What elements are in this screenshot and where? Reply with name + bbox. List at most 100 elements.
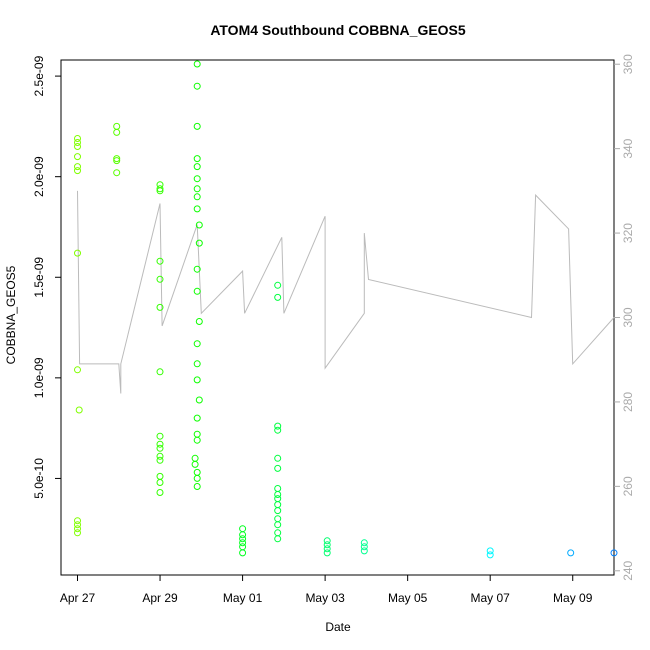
secondary-series-line (77, 190, 615, 394)
data-point-21 (156, 257, 164, 265)
data-point-63 (239, 543, 247, 551)
data-point-89 (567, 549, 575, 557)
data-point-80 (323, 537, 331, 545)
y-tick-label-0: 5.0e-10 (32, 458, 46, 499)
data-point-90 (610, 549, 618, 557)
data-point-35 (193, 122, 201, 130)
data-point-87 (486, 547, 494, 555)
data-point-46 (195, 318, 203, 325)
data-point-67 (274, 422, 282, 430)
y-tick-label-1: 1.0e-09 (32, 357, 46, 398)
x-tick-label-6: May 09 (553, 591, 593, 605)
data-point-2 (74, 143, 81, 150)
data-point-27 (156, 444, 164, 452)
data-point-20 (156, 187, 164, 195)
data-point-74 (274, 501, 282, 509)
data-point-7 (74, 366, 81, 374)
data-point-66 (274, 293, 282, 301)
data-point-44 (193, 265, 201, 273)
chart-title: ATOM4 Southbound COBBNA_GEOS5 (210, 22, 466, 38)
data-point-47 (193, 340, 201, 348)
data-point-51 (193, 414, 201, 422)
data-point-28 (156, 452, 164, 460)
data-point-55 (191, 460, 199, 468)
data-point-73 (274, 495, 282, 503)
x-tick-label-0: Apr 27 (60, 591, 96, 605)
data-point-68 (274, 426, 282, 434)
data-point-0 (74, 135, 81, 142)
y2-tick-label-6: 360 (621, 54, 635, 74)
data-point-62 (239, 539, 247, 547)
data-point-4 (74, 163, 81, 171)
data-point-72 (274, 491, 282, 498)
data-point-65 (274, 281, 282, 289)
data-point-3 (74, 153, 81, 161)
y2-tick-label-4: 320 (621, 223, 635, 243)
y2-tick-label-0: 240 (621, 560, 635, 580)
x-axis-label: Date (325, 620, 351, 634)
data-point-60 (239, 531, 247, 539)
y-tick-label-4: 2.5e-09 (32, 55, 46, 96)
data-point-64 (239, 549, 247, 557)
y-axis-label: COBBNA_GEOS5 (4, 265, 18, 364)
data-point-32 (156, 489, 164, 496)
data-point-5 (74, 167, 81, 175)
data-point-13 (113, 122, 121, 130)
data-point-38 (193, 175, 201, 183)
data-point-22 (156, 275, 164, 283)
x-tick-label-2: May 01 (223, 591, 263, 605)
data-point-53 (193, 436, 201, 444)
data-point-54 (191, 454, 199, 462)
data-point-17 (113, 169, 121, 177)
data-point-14 (113, 128, 121, 136)
data-point-29 (156, 456, 164, 464)
data-point-37 (193, 163, 201, 171)
data-point-79 (274, 535, 282, 543)
data-point-31 (156, 479, 164, 486)
data-point-61 (239, 535, 247, 543)
data-point-78 (274, 529, 282, 537)
data-point-23 (156, 303, 164, 311)
data-point-49 (193, 376, 201, 384)
data-point-84 (360, 539, 368, 547)
data-point-11 (74, 525, 81, 533)
x-tick-label-3: May 03 (305, 591, 345, 605)
data-point-71 (274, 485, 282, 492)
data-point-16 (113, 157, 121, 165)
data-point-8 (75, 406, 83, 414)
y-tick-label-3: 2.0e-09 (32, 156, 46, 197)
y-tick-label-2: 1.5e-09 (32, 257, 46, 298)
x-tick-label-4: May 05 (388, 591, 428, 605)
data-point-77 (274, 521, 282, 529)
data-point-56 (193, 468, 201, 476)
data-point-12 (74, 529, 81, 537)
data-point-69 (274, 454, 282, 462)
data-point-81 (323, 541, 331, 549)
y2-tick-label-3: 300 (621, 307, 635, 327)
y2-tick-label-2: 280 (621, 392, 635, 412)
x-tick-label-1: Apr 29 (142, 591, 178, 605)
data-point-10 (74, 521, 81, 529)
data-point-48 (193, 360, 201, 368)
data-point-36 (193, 155, 201, 163)
y2-tick-label-5: 340 (621, 138, 635, 158)
data-point-15 (113, 155, 121, 163)
data-point-85 (360, 543, 368, 551)
data-point-52 (193, 430, 201, 438)
data-point-50 (195, 396, 203, 404)
data-point-9 (74, 517, 81, 525)
data-point-82 (323, 545, 331, 553)
data-point-1 (74, 139, 81, 146)
data-point-6 (74, 249, 81, 257)
data-point-43 (195, 239, 203, 247)
data-point-40 (193, 193, 201, 201)
data-point-70 (274, 464, 282, 472)
data-point-30 (156, 472, 164, 480)
data-point-59 (239, 525, 247, 533)
data-point-83 (323, 549, 331, 557)
data-point-34 (193, 82, 201, 90)
data-point-86 (360, 547, 368, 555)
data-point-25 (156, 432, 164, 440)
x-tick-label-5: May 07 (471, 591, 511, 605)
